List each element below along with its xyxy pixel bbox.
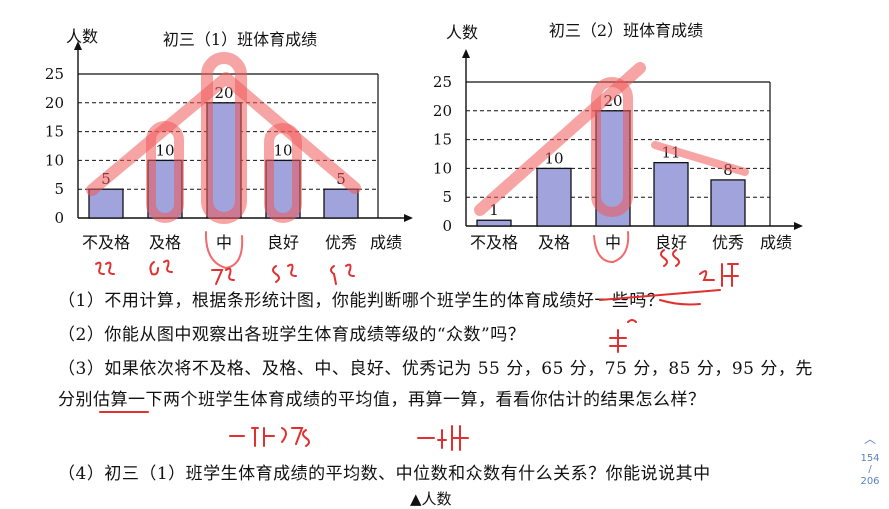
bar-value-label: 10 (155, 141, 174, 159)
x-tick-label: 良好 (267, 233, 299, 252)
bar-及格 (536, 167, 572, 227)
y-axis-title: 人数 (66, 27, 98, 46)
chart-class-2: 0 5 10 15 20 25 1 不及格 10 及格 20 中 11 良好 8 优秀 成绩 人数 初三（2）班体育… (433, 21, 803, 252)
x-axis-title: 成绩 (760, 233, 792, 252)
y-axis-arrow (462, 49, 470, 58)
y-tick-label: 20 (45, 94, 64, 112)
bar-value-label: 5 (336, 170, 346, 188)
ink-note-2ban-b (417, 425, 469, 451)
bar-value-label: 20 (603, 92, 622, 110)
bar-不及格 (88, 188, 124, 219)
bar-中 (206, 102, 242, 219)
bar-value-label: 10 (544, 149, 563, 167)
y-axis-arrow (74, 41, 82, 50)
bar-value-label: 20 (214, 84, 233, 102)
x-tick-label: 不及格 (82, 233, 130, 252)
current-page: 154 (860, 453, 880, 464)
bar-value-label: 11 (661, 144, 680, 162)
bar-不及格 (476, 219, 512, 227)
y-tick-label: 5 (54, 180, 64, 198)
x-axis-arrow (404, 214, 413, 222)
chart-title: 初三（2）班体育成绩 (549, 21, 703, 40)
x-tick-label: 及格 (149, 233, 181, 252)
x-tick-label: 优秀 (712, 233, 744, 252)
y-tick-label: 10 (433, 159, 452, 177)
next-figure-label: 人数 (421, 490, 452, 508)
y-tick-label: 25 (433, 73, 452, 91)
bar-良好 (265, 159, 301, 219)
y-tick-label: 0 (442, 217, 452, 235)
bar-value-label: 10 (273, 141, 292, 159)
ink-note-1ban-78 (229, 427, 310, 447)
question-2: （2）你能从图中观察出各班学生体育成绩等级的“众数”吗？ (58, 325, 526, 345)
chart-class-1: 0 5 10 15 20 25 5 不及格 10 及格 20 中 10 良好 5 优秀 成绩 人数 初三（1）班体育… (45, 27, 413, 252)
x-tick-label: 及格 (538, 233, 570, 252)
x-tick-label: 优秀 (325, 233, 357, 252)
total-pages: 206 (860, 476, 880, 487)
y-tick-label: 10 (45, 151, 64, 169)
bar-及格 (147, 159, 183, 219)
y-tick-label: 20 (433, 102, 452, 120)
y-tick-label: 0 (54, 209, 64, 227)
bar-中 (595, 110, 631, 227)
chart-title: 初三（1）班体育成绩 (163, 30, 317, 49)
x-tick-label: 不及格 (470, 233, 518, 252)
y-tick-label: 5 (442, 188, 452, 206)
page-indicator[interactable]: ︿ 154 / 206 (852, 430, 888, 487)
bar-value-label: 8 (723, 161, 733, 179)
x-tick-label: 良好 (655, 233, 687, 252)
x-axis-arrow (794, 222, 803, 230)
bar-优秀 (323, 188, 359, 219)
bar-良好 (653, 161, 689, 227)
page-separator: / (868, 464, 872, 475)
y-tick-label: 25 (45, 65, 64, 83)
next-figure-fragment: ▲人数 (410, 490, 452, 508)
bar-value-label: 5 (101, 170, 111, 188)
bar-value-label: 1 (489, 201, 499, 219)
y-tick-label: 15 (45, 123, 64, 141)
question-4: （4）初三（1）班学生体育成绩的平均数、中位数和众数有什么关系？你能说说其中 (58, 464, 711, 484)
x-tick-label: 中 (216, 233, 232, 252)
question-1: （1）不用计算，根据条形统计图，你能判断哪个班学生的体育成绩好一些吗？ (58, 291, 665, 311)
question-3: （3）如果依次将不及格、及格、中、良好、优秀记为 55 分，65 分，75 分，… (58, 359, 813, 410)
x-tick-label: 中 (605, 233, 621, 252)
y-tick-label: 15 (433, 131, 452, 149)
y-axis-title: 人数 (446, 23, 478, 42)
bar-优秀 (710, 179, 746, 227)
scroll-up-icon[interactable]: ︿ (863, 432, 876, 446)
x-axis-title: 成绩 (370, 233, 402, 252)
